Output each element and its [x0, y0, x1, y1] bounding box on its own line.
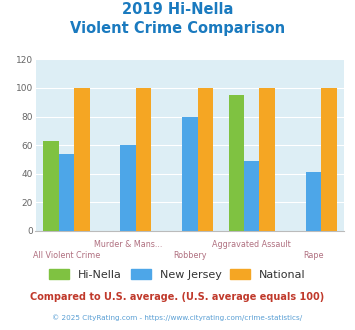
Bar — [306, 172, 321, 231]
Bar — [74, 88, 89, 231]
Text: Aggravated Assault: Aggravated Assault — [212, 240, 291, 248]
Bar — [43, 141, 59, 231]
Bar — [321, 88, 337, 231]
Text: All Violent Crime: All Violent Crime — [33, 251, 100, 260]
Bar — [244, 161, 260, 231]
Text: © 2025 CityRating.com - https://www.cityrating.com/crime-statistics/: © 2025 CityRating.com - https://www.city… — [53, 314, 302, 321]
Text: Violent Crime Comparison: Violent Crime Comparison — [70, 21, 285, 36]
Bar — [59, 154, 74, 231]
Bar — [136, 88, 151, 231]
Text: Rape: Rape — [303, 251, 324, 260]
Bar — [120, 145, 136, 231]
Bar — [198, 88, 213, 231]
Bar — [229, 95, 244, 231]
Bar — [260, 88, 275, 231]
Text: 2019 Hi-Nella: 2019 Hi-Nella — [122, 2, 233, 16]
Text: Robbery: Robbery — [173, 251, 207, 260]
Bar — [182, 116, 198, 231]
Legend: Hi-Nella, New Jersey, National: Hi-Nella, New Jersey, National — [45, 265, 310, 284]
Text: Murder & Mans...: Murder & Mans... — [94, 240, 162, 248]
Text: Compared to U.S. average. (U.S. average equals 100): Compared to U.S. average. (U.S. average … — [31, 292, 324, 302]
